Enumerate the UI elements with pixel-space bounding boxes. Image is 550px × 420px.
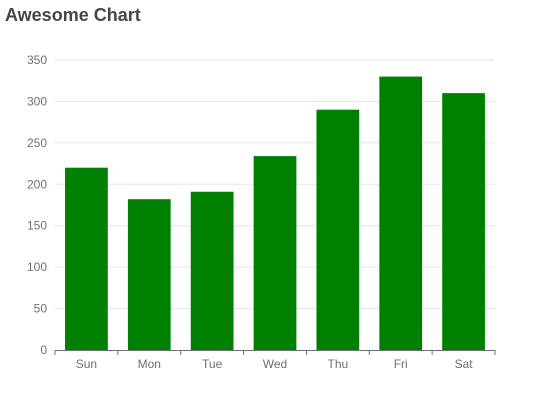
x-axis [54,350,496,355]
y-tick-label: 350 [27,53,47,67]
y-tick-label: 200 [27,177,47,191]
x-tick-label: Fri [394,357,408,371]
y-tick-label: 150 [27,219,47,233]
bar-tue [190,191,234,350]
bar-mon [127,199,171,350]
x-tick-label: Sat [455,357,474,371]
bars [65,76,485,351]
x-tick-label: Tue [202,357,223,371]
x-tick-label: Wed [263,357,287,371]
y-tick-label: 0 [40,343,47,357]
y-axis-labels: 0 50 100 150 200 250 300 350 [27,53,47,357]
x-tick-label: Mon [138,357,161,371]
y-tick-label: 250 [27,136,47,150]
x-axis-labels: Sun Mon Tue Wed Thu Fri Sat [76,357,473,371]
y-tick-label: 300 [27,94,47,108]
bar-fri [379,76,423,351]
bar-sat [442,93,485,351]
bar-wed [253,156,297,350]
x-tick-label: Sun [76,357,97,371]
bar-thu [316,109,360,350]
y-tick-label: 50 [34,302,48,316]
bar-sun [65,167,108,350]
y-tick-label: 100 [27,260,47,274]
chart-title: Awesome Chart [5,5,141,25]
x-tick-label: Thu [328,357,349,371]
